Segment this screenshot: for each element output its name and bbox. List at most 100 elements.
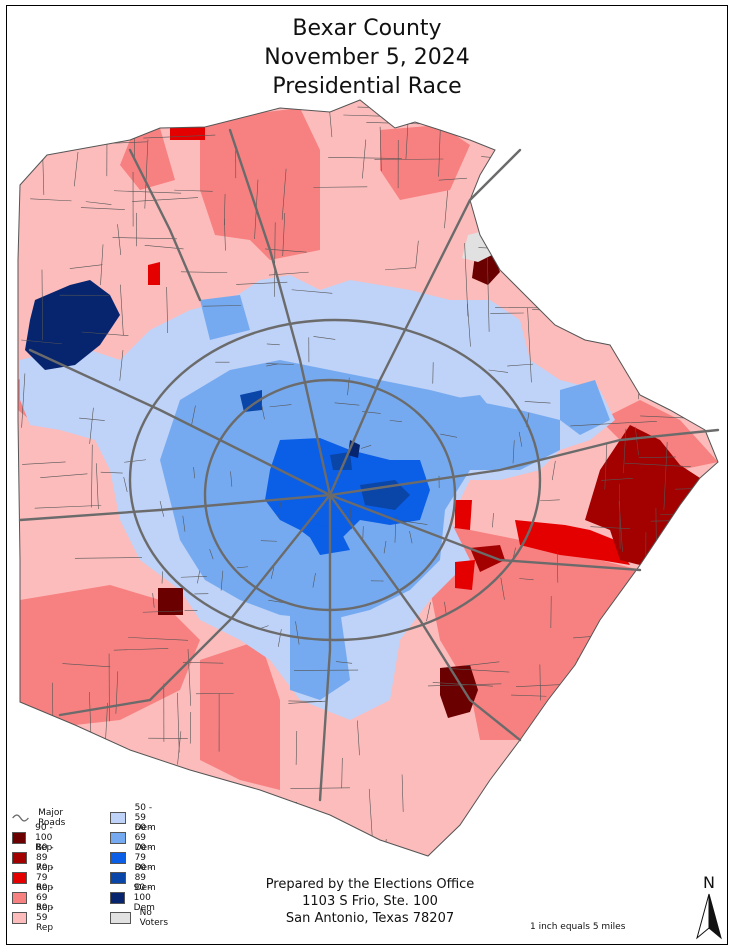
legend-label: 60 - 69 Dem — [134, 823, 156, 853]
precinct-boundary-line — [694, 707, 697, 779]
precinct-boundary-line — [630, 420, 657, 424]
precinct-boundary-line — [440, 433, 458, 438]
precinct-boundary-line — [132, 197, 198, 202]
precinct-boundary-line — [512, 440, 515, 464]
precinct-boundary-line — [195, 692, 234, 695]
legend-label: 80 - 89 Dem — [134, 863, 156, 893]
precinct-boundary-line — [426, 602, 431, 622]
precinct-boundary-line — [679, 709, 683, 756]
precinct-boundary-line — [360, 444, 372, 449]
precinct-boundary-line — [514, 830, 517, 856]
precinct-boundary-line — [376, 850, 381, 856]
precinct-boundary-line — [540, 499, 560, 502]
precinct-region-rep-70-79 — [515, 520, 630, 565]
precinct-boundary-line — [230, 471, 233, 487]
precinct-boundary-line — [222, 822, 225, 856]
legend-swatch — [12, 912, 28, 924]
legend-item: 70 - 79 Rep — [12, 863, 64, 893]
precinct-boundary-line — [80, 207, 125, 210]
precinct-boundary-line — [708, 299, 718, 302]
precinct-boundary-line — [405, 118, 409, 160]
precinct-boundary-line — [313, 336, 336, 340]
legend-swatch — [110, 892, 125, 904]
precinct-boundary-line — [524, 401, 551, 404]
precinct-boundary-line — [384, 267, 416, 271]
precinct-boundary-line — [531, 179, 596, 183]
precinct-boundary-line — [341, 757, 343, 789]
precinct-boundary-line — [601, 478, 633, 481]
precinct-boundary-line — [683, 350, 718, 353]
precinct-boundary-line — [30, 198, 72, 202]
road-line-icon — [12, 814, 29, 822]
precinct-boundary-line — [291, 289, 333, 294]
precinct-boundary-line — [96, 463, 99, 510]
precinct-boundary-line — [113, 190, 182, 194]
scale-text: 1 inch equals 5 miles — [530, 922, 626, 932]
precinct-boundary-line — [415, 240, 419, 269]
precinct-boundary-line — [120, 284, 124, 336]
legend-swatch — [110, 832, 126, 844]
road — [328, 493, 642, 572]
precinct-boundary-line — [673, 678, 718, 681]
precinct-boundary-line — [511, 694, 547, 697]
north-label: N — [703, 873, 715, 892]
precinct-boundary-line — [607, 312, 612, 339]
precinct-boundary-line — [278, 502, 281, 518]
legend-swatch — [110, 812, 126, 824]
legend-item: 60 - 69 Rep — [12, 883, 64, 913]
north-arrow-icon: N — [696, 873, 722, 940]
precinct-boundary-line — [62, 663, 111, 668]
precinct-boundary-line — [295, 621, 300, 645]
precinct-boundary-line — [142, 610, 183, 613]
legend-swatch — [12, 892, 28, 904]
precinct-boundary-line — [634, 426, 639, 456]
precinct-boundary-line — [113, 648, 169, 651]
precinct-boundary-line — [556, 550, 559, 583]
precinct-region-rep-90-100 — [158, 588, 183, 615]
precinct-boundary-line — [224, 218, 226, 251]
precinct-boundary-line — [218, 100, 267, 101]
precinct-boundary-line — [329, 110, 333, 138]
precinct-boundary-line — [112, 237, 177, 240]
legend-swatch — [110, 912, 131, 924]
precinct-boundary-line — [488, 369, 509, 373]
precinct-region-dem-60-69 — [290, 600, 350, 700]
precinct-boundary-line — [260, 540, 277, 542]
precinct-boundary-line — [465, 661, 500, 666]
precinct-boundary-line — [409, 530, 413, 544]
precinct-region-dem-80-89 — [360, 480, 410, 510]
precinct-boundary-line — [487, 257, 490, 332]
legend-label: 90 - 100 Dem — [133, 883, 155, 913]
precinct-boundary-line — [270, 567, 275, 579]
legend-item: 90 - 100 Rep — [12, 823, 64, 853]
precinct-boundary-line — [123, 476, 128, 492]
precinct-boundary-line — [638, 456, 676, 459]
precinct-region-rep-90-100 — [440, 665, 478, 718]
loop-1604-road — [128, 318, 542, 642]
office-line: Prepared by the Elections Office — [265, 877, 475, 892]
precinct-boundary-line — [362, 139, 367, 179]
legend-label: 50 - 59 Dem — [134, 803, 156, 833]
precinct-boundary-line — [674, 214, 680, 255]
precinct-boundary-line — [484, 798, 488, 829]
precinct-boundary-line — [240, 795, 245, 831]
precinct-boundary-line — [266, 363, 278, 367]
precinct-boundary-line — [180, 576, 207, 578]
precinct-boundary-line — [274, 222, 276, 297]
road — [228, 128, 332, 497]
legend-item: No Voters — [110, 908, 173, 928]
precinct-region-rep-60-69 — [20, 585, 200, 725]
precinct-boundary-line — [69, 264, 103, 269]
legend-roads: Major Roads — [12, 808, 74, 828]
precinct-boundary-line — [187, 649, 192, 706]
precinct-boundary-line — [266, 343, 280, 346]
legend-label: 70 - 79 Dem — [134, 843, 156, 873]
precinct-boundary-line — [93, 111, 127, 115]
legend-swatch — [110, 872, 126, 884]
precinct-boundary-line — [288, 700, 327, 704]
precinct-boundary-line — [295, 730, 298, 765]
precinct-boundary-line — [177, 692, 180, 753]
precinct-boundary-line — [551, 460, 556, 481]
legend-label: 50 - 59 Rep — [36, 903, 54, 933]
